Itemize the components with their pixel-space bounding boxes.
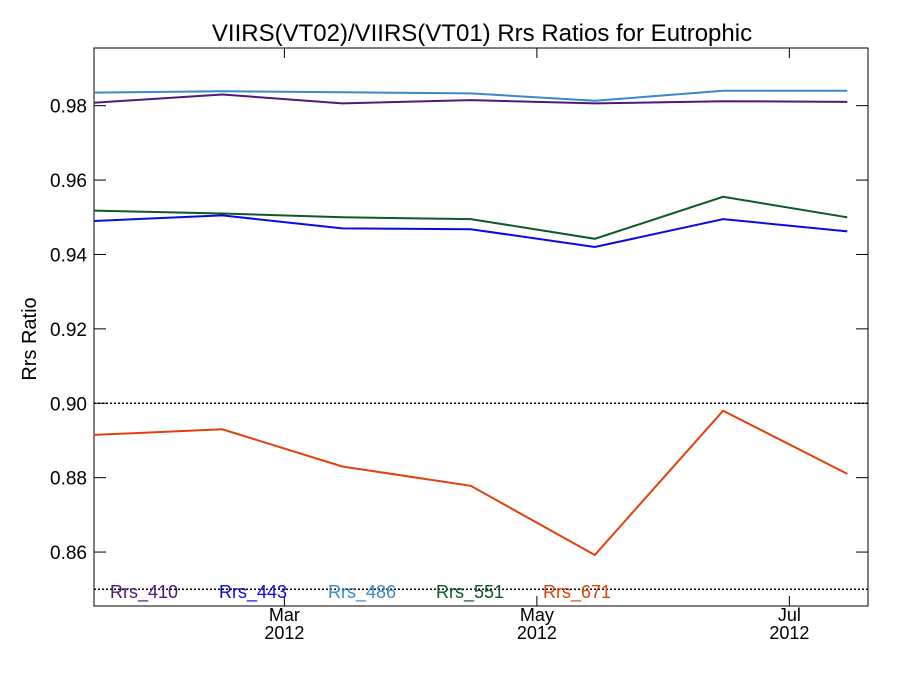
y-tick-label: 0.86 — [50, 543, 87, 564]
chart-title: VIIRS(VT02)/VIIRS(VT01) Rrs Ratios for E… — [212, 20, 752, 47]
y-tick-label: 0.98 — [50, 97, 87, 118]
x-tick-month-label: Mar — [269, 605, 300, 625]
legend-item-rrs-671: Rrs_671 — [543, 582, 611, 603]
series-line-rrs-486 — [93, 89, 848, 102]
legend-item-rrs-486: Rrs_486 — [328, 582, 396, 603]
y-tick-label: 0.90 — [50, 394, 87, 415]
legend-item-rrs-410: Rrs_410 — [110, 582, 178, 603]
plot-frame — [93, 47, 869, 607]
legend-item-rrs-551: Rrs_551 — [436, 582, 504, 603]
x-tick-year-label: 2012 — [769, 623, 809, 643]
x-tick-month-label: May — [520, 605, 554, 625]
x-tick-month-label: Jul — [778, 605, 801, 625]
series-line-rrs-410 — [93, 93, 848, 105]
y-axis-label: Rrs Ratio — [19, 297, 41, 380]
y-tick-label: 0.94 — [50, 245, 87, 266]
x-tick-year-label: 2012 — [264, 623, 304, 643]
x-tick-year-label: 2012 — [517, 623, 557, 643]
series-line-rrs-443 — [93, 214, 848, 249]
y-tick-label: 0.92 — [50, 320, 87, 341]
y-tick-label: 0.96 — [50, 171, 87, 192]
legend-item-rrs-443: Rrs_443 — [219, 582, 287, 603]
series-line-rrs-671 — [93, 409, 848, 557]
series-line-rrs-551 — [93, 195, 848, 240]
y-tick-label: 0.88 — [50, 469, 87, 490]
